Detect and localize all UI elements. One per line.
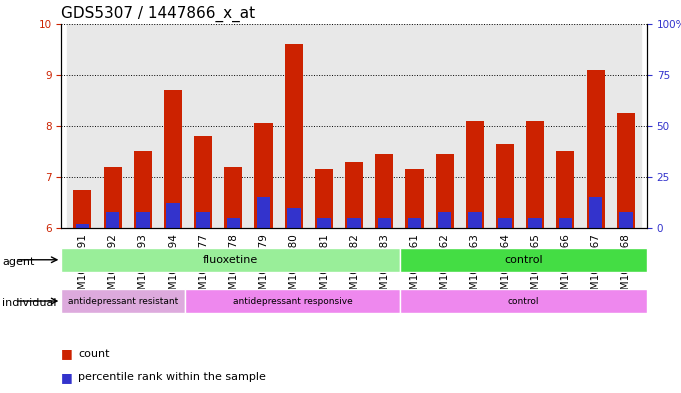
Bar	[617, 113, 635, 228]
Bar	[400, 248, 647, 272]
Text: ■: ■	[61, 347, 73, 360]
Bar	[460, 24, 490, 228]
Bar	[438, 211, 452, 228]
Bar	[255, 123, 272, 228]
Text: fluoxetine: fluoxetine	[203, 255, 259, 265]
Bar	[400, 289, 647, 313]
Bar	[430, 24, 460, 228]
Bar	[496, 143, 514, 228]
Bar	[490, 24, 520, 228]
Text: GDS5307 / 1447866_x_at: GDS5307 / 1447866_x_at	[61, 6, 255, 22]
Bar	[436, 154, 454, 228]
Bar	[317, 218, 331, 228]
Bar	[136, 211, 150, 228]
Bar	[287, 208, 300, 228]
Text: individual: individual	[2, 298, 57, 309]
Bar	[249, 24, 279, 228]
Bar	[556, 151, 575, 228]
Bar	[589, 197, 603, 228]
Bar	[405, 169, 424, 228]
Bar	[61, 289, 185, 313]
Bar	[279, 24, 309, 228]
Bar	[580, 24, 611, 228]
Bar	[339, 24, 369, 228]
Text: agent: agent	[2, 257, 35, 267]
Bar	[128, 24, 158, 228]
Bar	[285, 44, 303, 228]
Bar	[133, 151, 152, 228]
Bar	[61, 248, 400, 272]
Bar	[227, 218, 240, 228]
Bar	[166, 204, 180, 228]
Bar	[158, 24, 188, 228]
Bar	[224, 167, 242, 228]
Bar	[67, 24, 97, 228]
Bar	[345, 162, 363, 228]
Bar	[468, 211, 481, 228]
Bar	[611, 24, 641, 228]
Bar	[399, 24, 430, 228]
Text: control: control	[508, 297, 539, 305]
Text: antidepressant responsive: antidepressant responsive	[233, 297, 352, 305]
Bar	[528, 218, 542, 228]
Text: count: count	[78, 349, 110, 359]
Bar	[558, 218, 572, 228]
Bar	[369, 24, 399, 228]
Bar	[188, 24, 219, 228]
Bar	[619, 211, 633, 228]
Bar	[375, 154, 394, 228]
Bar	[347, 218, 361, 228]
Bar	[97, 24, 128, 228]
Bar	[164, 90, 182, 228]
Text: antidepressant resistant: antidepressant resistant	[68, 297, 178, 305]
Bar	[185, 289, 400, 313]
Bar	[377, 218, 391, 228]
Bar	[550, 24, 580, 228]
Bar	[196, 211, 210, 228]
Bar	[194, 136, 212, 228]
Bar	[586, 70, 605, 228]
Bar	[498, 218, 512, 228]
Text: percentile rank within the sample: percentile rank within the sample	[78, 372, 266, 382]
Bar	[520, 24, 550, 228]
Bar	[526, 121, 544, 228]
Bar	[106, 211, 119, 228]
Bar	[257, 197, 270, 228]
Bar	[408, 218, 422, 228]
Bar	[315, 169, 333, 228]
Bar	[309, 24, 339, 228]
Bar	[219, 24, 249, 228]
Text: ■: ■	[61, 371, 73, 384]
Bar	[104, 167, 122, 228]
Bar	[74, 189, 91, 228]
Bar	[76, 224, 89, 228]
Text: control: control	[505, 255, 543, 265]
Bar	[466, 121, 484, 228]
